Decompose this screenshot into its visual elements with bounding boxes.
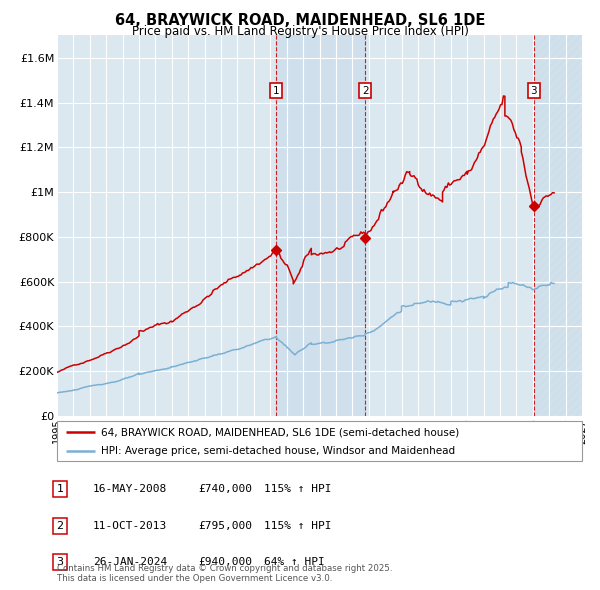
Text: 16-MAY-2008: 16-MAY-2008 — [93, 484, 167, 494]
Text: £740,000: £740,000 — [198, 484, 252, 494]
Text: 1: 1 — [273, 86, 280, 96]
Text: 115% ↑ HPI: 115% ↑ HPI — [264, 484, 331, 494]
Text: £795,000: £795,000 — [198, 521, 252, 531]
Text: Price paid vs. HM Land Registry's House Price Index (HPI): Price paid vs. HM Land Registry's House … — [131, 25, 469, 38]
Text: 115% ↑ HPI: 115% ↑ HPI — [264, 521, 331, 531]
Text: 2: 2 — [56, 521, 64, 531]
Text: 1: 1 — [56, 484, 64, 494]
Text: 3: 3 — [530, 86, 537, 96]
Text: 64, BRAYWICK ROAD, MAIDENHEAD, SL6 1DE: 64, BRAYWICK ROAD, MAIDENHEAD, SL6 1DE — [115, 13, 485, 28]
Text: 64, BRAYWICK ROAD, MAIDENHEAD, SL6 1DE (semi-detached house): 64, BRAYWICK ROAD, MAIDENHEAD, SL6 1DE (… — [101, 427, 460, 437]
Bar — [534, 35, 582, 416]
Bar — [277, 35, 365, 416]
Text: 64% ↑ HPI: 64% ↑ HPI — [264, 558, 325, 568]
Text: HPI: Average price, semi-detached house, Windsor and Maidenhead: HPI: Average price, semi-detached house,… — [101, 447, 455, 456]
Text: 3: 3 — [56, 558, 64, 568]
Text: £940,000: £940,000 — [198, 558, 252, 568]
Text: 11-OCT-2013: 11-OCT-2013 — [93, 521, 167, 531]
Text: 26-JAN-2024: 26-JAN-2024 — [93, 558, 167, 568]
Text: Contains HM Land Registry data © Crown copyright and database right 2025.
This d: Contains HM Land Registry data © Crown c… — [57, 563, 392, 583]
Text: 2: 2 — [362, 86, 368, 96]
